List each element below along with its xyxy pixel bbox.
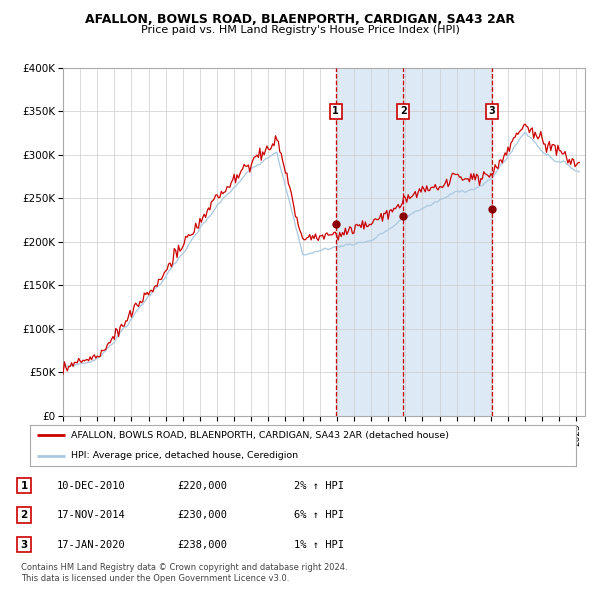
HPI: Average price, detached house, Ceredigion: (2.01e+03, 2.82e+05): Average price, detached house, Ceredigio… — [278, 167, 285, 174]
Text: Price paid vs. HM Land Registry's House Price Index (HPI): Price paid vs. HM Land Registry's House … — [140, 25, 460, 35]
AFALLON, BOWLS ROAD, BLAENPORTH, CARDIGAN, SA43 2AR (detached house) — [185, 231, 192, 238]
Text: Contains HM Land Registry data © Crown copyright and database right 2024.: Contains HM Land Registry data © Crown c… — [21, 563, 347, 572]
HPI: Average price, detached house, Ceredigion: (2e+03, 1.97e+05): Average price, detached house, Ceredigio… — [185, 241, 192, 248]
AFALLON, BOWLS ROAD, BLAENPORTH, CARDIGAN, SA43 2AR (detached house) — [452, 171, 459, 178]
Text: £220,000: £220,000 — [177, 481, 227, 490]
Text: HPI: Average price, detached house, Ceredigion: HPI: Average price, detached house, Cere… — [71, 451, 298, 460]
Text: 17-NOV-2014: 17-NOV-2014 — [57, 510, 126, 520]
AFALLON, BOWLS ROAD, BLAENPORTH, CARDIGAN, SA43 2AR (detached house) — [278, 150, 285, 157]
HPI: Average price, detached house, Ceredigion: (2e+03, 8.34e+04): Average price, detached house, Ceredigio… — [109, 340, 116, 347]
AFALLON, BOWLS ROAD, BLAENPORTH, CARDIGAN, SA43 2AR (detached house) — [86, 353, 94, 360]
Text: 2: 2 — [20, 510, 28, 520]
Line: HPI: Average price, detached house, Ceredigion: HPI: Average price, detached house, Cere… — [63, 132, 579, 367]
AFALLON, BOWLS ROAD, BLAENPORTH, CARDIGAN, SA43 2AR (detached house) — [109, 333, 116, 340]
Text: 3: 3 — [20, 540, 28, 549]
Text: 6% ↑ HPI: 6% ↑ HPI — [294, 510, 344, 520]
HPI: Average price, detached house, Ceredigion: (2.03e+03, 2.8e+05): Average price, detached house, Ceredigio… — [575, 169, 583, 176]
Text: 2: 2 — [400, 106, 407, 116]
Text: AFALLON, BOWLS ROAD, BLAENPORTH, CARDIGAN, SA43 2AR: AFALLON, BOWLS ROAD, BLAENPORTH, CARDIGA… — [85, 13, 515, 26]
Text: AFALLON, BOWLS ROAD, BLAENPORTH, CARDIGAN, SA43 2AR (detached house): AFALLON, BOWLS ROAD, BLAENPORTH, CARDIGA… — [71, 431, 449, 440]
Text: 1% ↑ HPI: 1% ↑ HPI — [294, 540, 344, 549]
AFALLON, BOWLS ROAD, BLAENPORTH, CARDIGAN, SA43 2AR (detached house) — [575, 159, 583, 166]
Line: AFALLON, BOWLS ROAD, BLAENPORTH, CARDIGAN, SA43 2AR (detached house): AFALLON, BOWLS ROAD, BLAENPORTH, CARDIGA… — [63, 124, 579, 374]
Text: £238,000: £238,000 — [177, 540, 227, 549]
AFALLON, BOWLS ROAD, BLAENPORTH, CARDIGAN, SA43 2AR (detached house) — [175, 242, 182, 249]
Text: 17-JAN-2020: 17-JAN-2020 — [57, 540, 126, 549]
Text: 1: 1 — [332, 106, 339, 116]
Text: 2% ↑ HPI: 2% ↑ HPI — [294, 481, 344, 490]
Text: £230,000: £230,000 — [177, 510, 227, 520]
Text: 3: 3 — [488, 106, 495, 116]
HPI: Average price, detached house, Ceredigion: (2.02e+03, 3.26e+05): Average price, detached house, Ceredigio… — [521, 129, 529, 136]
Text: 1: 1 — [20, 481, 28, 490]
Bar — [336, 68, 492, 416]
Text: 10-DEC-2010: 10-DEC-2010 — [57, 481, 126, 490]
HPI: Average price, detached house, Ceredigion: (2e+03, 6.13e+04): Average price, detached house, Ceredigio… — [86, 359, 94, 366]
AFALLON, BOWLS ROAD, BLAENPORTH, CARDIGAN, SA43 2AR (detached house) — [521, 120, 529, 127]
AFALLON, BOWLS ROAD, BLAENPORTH, CARDIGAN, SA43 2AR (detached house) — [59, 371, 67, 378]
Text: This data is licensed under the Open Government Licence v3.0.: This data is licensed under the Open Gov… — [21, 574, 289, 583]
HPI: Average price, detached house, Ceredigion: (2.02e+03, 2.58e+05): Average price, detached house, Ceredigio… — [452, 188, 459, 195]
HPI: Average price, detached house, Ceredigion: (2e+03, 1.81e+05): Average price, detached house, Ceredigio… — [175, 255, 182, 262]
HPI: Average price, detached house, Ceredigion: (2e+03, 5.64e+04): Average price, detached house, Ceredigio… — [59, 363, 67, 371]
